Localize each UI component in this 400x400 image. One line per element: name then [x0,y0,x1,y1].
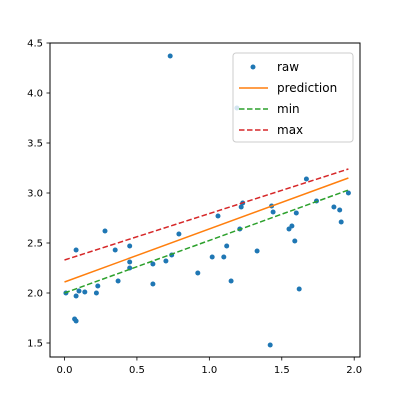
raw-point [150,261,156,267]
raw-point [228,278,234,284]
raw-point [115,278,121,284]
legend-box [232,52,354,143]
raw-point [331,204,337,210]
legend-label-prediction: prediction [277,81,337,95]
raw-point [254,248,260,254]
x-tick-label: 1.0 [201,365,217,376]
x-tick-label: 1.5 [274,365,290,376]
raw-point [289,223,295,229]
raw-point [73,247,79,253]
raw-point [238,204,244,210]
raw-point [112,247,118,253]
raw-point [303,176,309,182]
raw-point [127,243,133,249]
raw-point [93,290,99,296]
x-axis: 0.0 0.5 1.0 1.5 2.0 [57,357,362,376]
legend-label-max: max [277,123,303,137]
raw-point [209,254,215,260]
raw-point [345,190,351,196]
raw-point [195,270,201,276]
raw-point [163,258,169,264]
legend: raw prediction min max [232,52,354,143]
raw-point [270,209,276,215]
y-tick-label: 1.5 [27,339,43,350]
raw-point [73,293,79,299]
raw-point [338,219,344,225]
raw-point [292,238,298,244]
raw-point [167,53,173,59]
raw-point [267,342,273,348]
axes-frame [49,42,361,358]
raw-point [150,281,156,287]
legend-label-min: min [277,102,300,116]
raw-point [224,243,230,249]
plot-area [63,53,351,348]
raw-point [215,213,221,219]
min-line [64,189,349,294]
y-tick-label: 3.0 [27,189,43,200]
raw-point [337,207,343,213]
y-tick-label: 2.0 [27,289,43,300]
raw-point [176,231,182,237]
raw-point [82,289,88,295]
prediction-line [64,177,349,283]
x-tick-label: 0.0 [57,365,73,376]
raw-point [102,228,108,234]
raw-point [221,254,227,260]
x-tick-label: 2.0 [346,365,362,376]
y-tick-label: 3.5 [27,139,43,150]
y-tick-label: 2.5 [27,239,43,250]
y-tick-label: 4.0 [27,89,43,100]
legend-marker-raw [250,64,256,70]
y-tick-label: 4.5 [27,39,43,50]
raw-point [293,210,299,216]
raw-point [127,259,133,265]
x-tick-label: 0.5 [129,365,145,376]
raw-point [296,286,302,292]
max-line [64,168,349,261]
legend-label-raw: raw [277,60,299,74]
y-axis: 1.5 2.0 2.5 3.0 3.5 4.0 4.5 [27,39,50,350]
raw-point [76,288,82,294]
raw-point [95,283,101,289]
raw-point [73,318,79,324]
